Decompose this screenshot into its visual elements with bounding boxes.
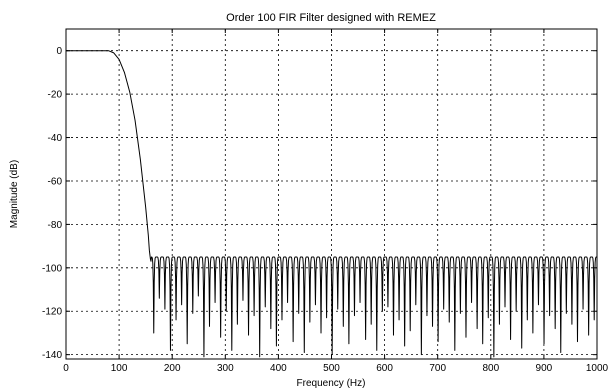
x-axis-label: Frequency (Hz) [297, 378, 366, 389]
x-tick-label: 0 [63, 363, 69, 374]
x-tick-label: 900 [536, 363, 553, 374]
x-tick-label: 100 [111, 363, 128, 374]
x-tick-label: 300 [217, 363, 234, 374]
x-tick-label: 700 [429, 363, 446, 374]
y-axis-label: Magnitude (dB) [9, 160, 20, 228]
x-tick-label: 200 [164, 363, 181, 374]
y-tick-label: -20 [48, 90, 63, 101]
y-tick-label: -100 [42, 263, 62, 274]
x-tick-labels: 0 100 200 300 400 500 600 700 800 900 1000 [63, 363, 608, 374]
y-tick-labels: 0 -20 -40 -60 -80 -100 -120 -140 [42, 46, 62, 361]
y-tick-label: -40 [48, 133, 63, 144]
y-tick-label: -80 [48, 220, 63, 231]
x-tick-label: 600 [376, 363, 393, 374]
x-tick-label: 1000 [586, 363, 609, 374]
axis-ticks [65, 29, 598, 359]
y-tick-label: -120 [42, 307, 62, 318]
y-tick-label: -140 [42, 350, 62, 361]
chart-title: Order 100 FIR Filter designed with REMEZ [226, 12, 436, 24]
magnitude-response-line [66, 50, 598, 358]
x-tick-label: 500 [323, 363, 340, 374]
y-tick-label: -60 [48, 176, 63, 187]
x-tick-label: 800 [482, 363, 499, 374]
y-tick-label: 0 [56, 46, 62, 57]
x-tick-label: 400 [270, 363, 287, 374]
series-group [66, 50, 598, 358]
